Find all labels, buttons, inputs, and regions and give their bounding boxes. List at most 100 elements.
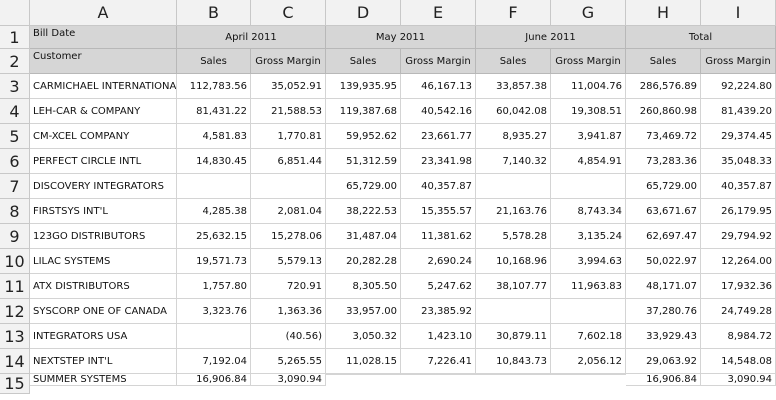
value-cell[interactable]: 25,632.15	[177, 224, 251, 249]
value-cell[interactable]: 35,048.33	[701, 149, 776, 174]
value-cell[interactable]	[401, 374, 476, 375]
value-cell[interactable]: 16,906.84	[177, 374, 251, 386]
row-header[interactable]: 3	[0, 74, 30, 99]
value-cell[interactable]: 10,843.73	[476, 349, 551, 374]
value-cell[interactable]: 2,056.12	[551, 349, 626, 374]
value-cell[interactable]: 8,935.27	[476, 124, 551, 149]
value-cell[interactable]: 3,323.76	[177, 299, 251, 324]
column-header[interactable]: D	[326, 0, 401, 26]
customer-cell[interactable]: SYSCORP ONE OF CANADA	[30, 299, 177, 324]
value-cell[interactable]: 11,381.62	[401, 224, 476, 249]
value-cell[interactable]: 5,578.28	[476, 224, 551, 249]
customer-cell[interactable]: LILAC SYSTEMS	[30, 249, 177, 274]
value-cell[interactable]: 7,226.41	[401, 349, 476, 374]
value-cell[interactable]: 260,860.98	[626, 99, 701, 124]
row-header[interactable]: 14	[0, 349, 30, 374]
value-cell[interactable]	[551, 299, 626, 324]
column-header[interactable]: I	[701, 0, 776, 26]
customer-cell[interactable]: PERFECT CIRCLE INTL	[30, 149, 177, 174]
value-cell[interactable]: 33,857.38	[476, 74, 551, 99]
value-cell[interactable]: 19,571.73	[177, 249, 251, 274]
customer-cell[interactable]: ATX DISTRIBUTORS	[30, 274, 177, 299]
value-cell[interactable]: 15,278.06	[251, 224, 326, 249]
row-header[interactable]: 5	[0, 124, 30, 149]
value-cell[interactable]: 92,224.80	[701, 74, 776, 99]
value-cell[interactable]: 81,431.22	[177, 99, 251, 124]
customer-cell[interactable]: DISCOVERY INTEGRATORS	[30, 174, 177, 199]
value-cell[interactable]	[551, 374, 626, 375]
value-cell[interactable]: 720.91	[251, 274, 326, 299]
header-cell[interactable]: Bill Date	[30, 26, 177, 49]
sub-header[interactable]: Sales	[326, 49, 401, 74]
value-cell[interactable]: 40,357.87	[701, 174, 776, 199]
value-cell[interactable]: 23,661.77	[401, 124, 476, 149]
row-header[interactable]: 6	[0, 149, 30, 174]
value-cell[interactable]: 3,090.94	[701, 374, 776, 386]
value-cell[interactable]: 21,588.53	[251, 99, 326, 124]
group-header[interactable]: April 2011	[177, 26, 326, 49]
value-cell[interactable]: 3,090.94	[251, 374, 326, 386]
column-header[interactable]: F	[476, 0, 551, 26]
customer-cell[interactable]: NEXTSTEP INT'L	[30, 349, 177, 374]
column-header[interactable]: E	[401, 0, 476, 26]
value-cell[interactable]: 73,469.72	[626, 124, 701, 149]
value-cell[interactable]: 139,935.95	[326, 74, 401, 99]
value-cell[interactable]: 17,932.36	[701, 274, 776, 299]
value-cell[interactable]: 38,107.77	[476, 274, 551, 299]
value-cell[interactable]: 40,357.87	[401, 174, 476, 199]
value-cell[interactable]: 5,247.62	[401, 274, 476, 299]
value-cell[interactable]	[177, 324, 251, 349]
row-header[interactable]: 7	[0, 174, 30, 199]
value-cell[interactable]: 5,579.13	[251, 249, 326, 274]
column-header[interactable]: A	[30, 0, 177, 26]
value-cell[interactable]: 46,167.13	[401, 74, 476, 99]
value-cell[interactable]: 29,794.92	[701, 224, 776, 249]
value-cell[interactable]: 286,576.89	[626, 74, 701, 99]
value-cell[interactable]: 1,363.36	[251, 299, 326, 324]
value-cell[interactable]: 12,264.00	[701, 249, 776, 274]
value-cell[interactable]: 40,542.16	[401, 99, 476, 124]
value-cell[interactable]: 23,385.92	[401, 299, 476, 324]
customer-cell[interactable]: INTEGRATORS USA	[30, 324, 177, 349]
group-header[interactable]: May 2011	[326, 26, 476, 49]
value-cell[interactable]: 2,690.24	[401, 249, 476, 274]
value-cell[interactable]: 51,312.59	[326, 149, 401, 174]
row-header[interactable]: 8	[0, 199, 30, 224]
value-cell[interactable]	[551, 174, 626, 199]
column-header[interactable]: C	[251, 0, 326, 26]
value-cell[interactable]: 24,749.28	[701, 299, 776, 324]
row-header[interactable]: 2	[0, 49, 30, 74]
value-cell[interactable]: 63,671.67	[626, 199, 701, 224]
value-cell[interactable]	[476, 299, 551, 324]
value-cell[interactable]: 59,952.62	[326, 124, 401, 149]
row-header[interactable]: 10	[0, 249, 30, 274]
value-cell[interactable]: 35,052.91	[251, 74, 326, 99]
group-header[interactable]: Total	[626, 26, 776, 49]
value-cell[interactable]: 29,063.92	[626, 349, 701, 374]
value-cell[interactable]: 81,439.20	[701, 99, 776, 124]
row-header[interactable]: 11	[0, 274, 30, 299]
column-header[interactable]: G	[551, 0, 626, 26]
value-cell[interactable]: 11,963.83	[551, 274, 626, 299]
corner[interactable]	[0, 0, 30, 26]
value-cell[interactable]: 29,374.45	[701, 124, 776, 149]
value-cell[interactable]: 4,581.83	[177, 124, 251, 149]
value-cell[interactable]	[177, 174, 251, 199]
value-cell[interactable]: 30,879.11	[476, 324, 551, 349]
sub-header[interactable]: Gross Margin	[551, 49, 626, 74]
value-cell[interactable]: 6,851.44	[251, 149, 326, 174]
customer-cell[interactable]: 123GO DISTRIBUTORS	[30, 224, 177, 249]
value-cell[interactable]: 20,282.28	[326, 249, 401, 274]
value-cell[interactable]: 73,283.36	[626, 149, 701, 174]
value-cell[interactable]: 5,265.55	[251, 349, 326, 374]
value-cell[interactable]: 14,548.08	[701, 349, 776, 374]
value-cell[interactable]: 7,602.18	[551, 324, 626, 349]
header-cell[interactable]: Customer	[30, 49, 177, 74]
value-cell[interactable]: 38,222.53	[326, 199, 401, 224]
row-header[interactable]: 15	[0, 374, 30, 394]
sub-header[interactable]: Gross Margin	[701, 49, 776, 74]
sub-header[interactable]: Sales	[476, 49, 551, 74]
value-cell[interactable]: 23,341.98	[401, 149, 476, 174]
column-header[interactable]: H	[626, 0, 701, 26]
value-cell[interactable]: 3,135.24	[551, 224, 626, 249]
